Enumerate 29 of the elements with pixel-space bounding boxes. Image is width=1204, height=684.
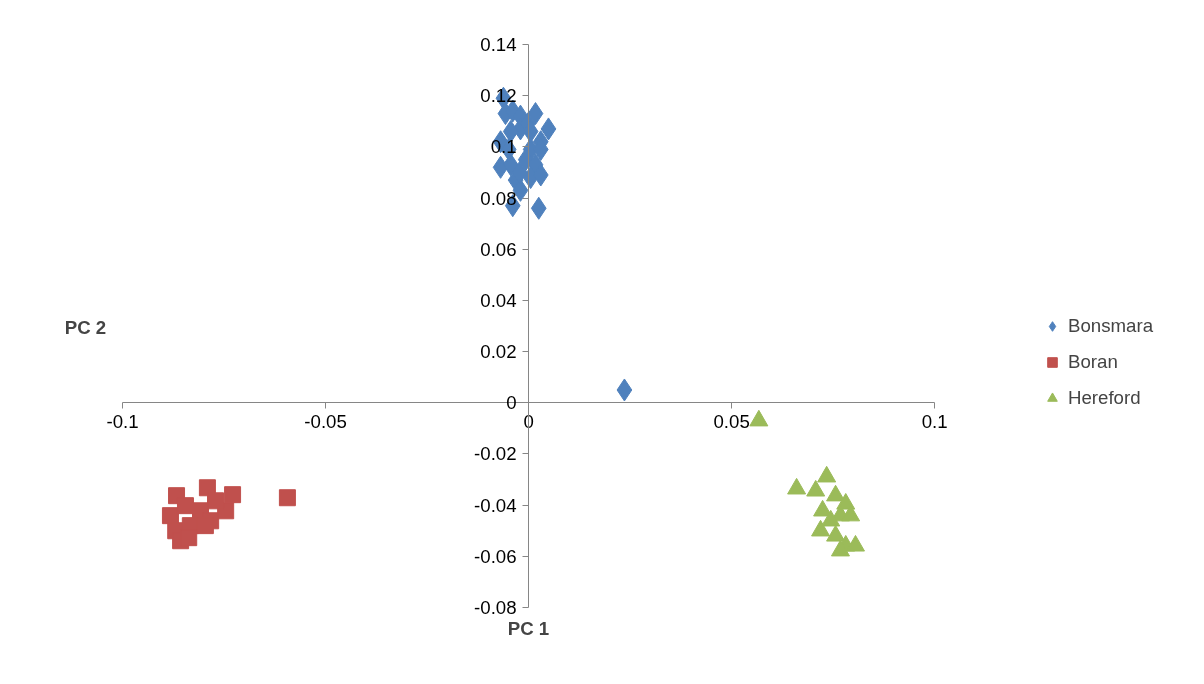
x-tick-label: -0.05 — [304, 410, 347, 432]
point — [278, 489, 296, 507]
x-tick-label: 0.1 — [921, 410, 948, 432]
legend-label: Boran — [1068, 351, 1118, 373]
legend-label: Hereford — [1068, 387, 1141, 409]
point — [502, 153, 519, 177]
point — [527, 102, 544, 126]
y-tick-label: 0.02 — [480, 341, 517, 363]
y-tick-label: 0.06 — [480, 238, 517, 260]
y-axis-title: PC 2 — [64, 317, 107, 338]
y-tick-label: -0.06 — [474, 545, 517, 567]
y-tick-label: -0.08 — [474, 597, 517, 619]
x-tick-label: 0.05 — [713, 410, 750, 432]
x-axis-title: PC 1 — [507, 618, 550, 639]
point — [196, 517, 214, 535]
point — [207, 492, 225, 510]
x-tick-label: 0 — [523, 410, 534, 432]
point — [540, 117, 557, 141]
y-tick-label: 0 — [506, 392, 517, 414]
legend-label: Bonsmara — [1068, 315, 1154, 337]
y-tick-label: -0.04 — [474, 494, 517, 516]
point — [530, 196, 547, 220]
point — [616, 378, 633, 402]
y-tick-label: -0.02 — [474, 443, 517, 465]
y-tick-label: 0.04 — [480, 289, 517, 311]
point — [224, 486, 242, 504]
x-tick-label: -0.1 — [106, 410, 139, 432]
y-tick-label: 0.14 — [480, 33, 517, 55]
point — [176, 497, 194, 515]
